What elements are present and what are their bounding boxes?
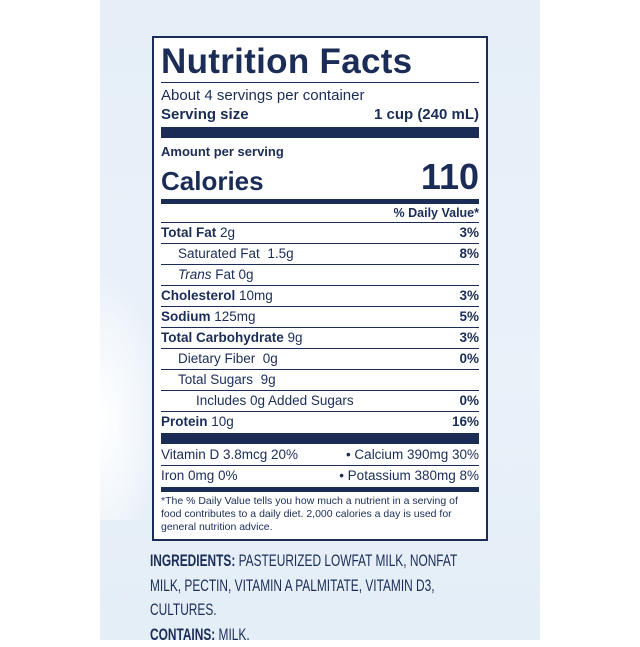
daily-value-footnote: *The % Daily Value tells you how much a … xyxy=(161,492,479,534)
vitamin-row: Vitamin D 3.8mcg 20%• Calcium 390mg 30% xyxy=(161,445,479,465)
servings-per-container: About 4 servings per container xyxy=(161,86,479,105)
thick-divider xyxy=(161,127,479,138)
serving-size: Serving size 1 cup (240 mL) xyxy=(161,105,479,124)
contains-line: CONTAINS: MILK. xyxy=(150,623,490,647)
thick-divider xyxy=(161,433,479,444)
calories-row: Calories 110 xyxy=(161,159,479,195)
nutrient-row-total-sugars: Total Sugars 9g xyxy=(161,369,479,390)
ingredients-line: INGREDIENTS: PASTEURIZED LOWFAT MILK, NO… xyxy=(150,549,490,574)
calories-value: 110 xyxy=(421,159,479,195)
nutrition-facts-label: Nutrition Facts About 4 servings per con… xyxy=(152,36,488,541)
ingredients-line: CULTURES. xyxy=(150,598,490,623)
label-title: Nutrition Facts xyxy=(161,43,479,83)
content-column: Nutrition Facts About 4 servings per con… xyxy=(150,36,490,647)
vitamin-row: Iron 0mg 0%• Potassium 380mg 8% xyxy=(161,465,479,486)
serving-size-value: 1 cup (240 mL) xyxy=(374,105,479,124)
nutrient-row-trans-fat: Trans Fat 0g xyxy=(161,264,479,285)
calories-label: Calories xyxy=(161,167,264,195)
serving-size-label: Serving size xyxy=(161,105,249,124)
daily-value-header: % Daily Value* xyxy=(161,204,479,222)
ingredients-line: MILK, PECTIN, VITAMIN A PALMITATE, VITAM… xyxy=(150,574,490,599)
ingredients-section: INGREDIENTS: PASTEURIZED LOWFAT MILK, NO… xyxy=(150,549,490,647)
servings-text: About 4 servings per container xyxy=(161,86,364,105)
